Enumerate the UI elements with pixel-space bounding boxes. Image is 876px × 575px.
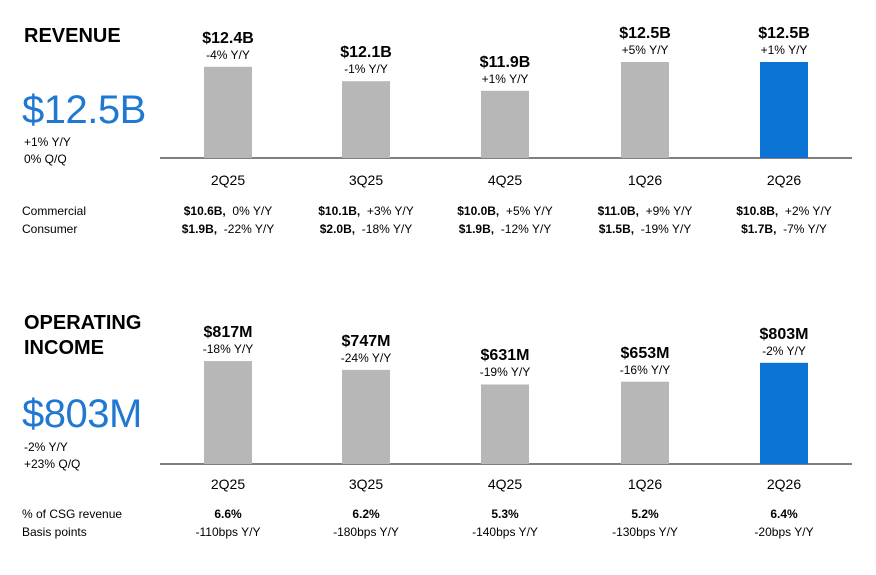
bar-change-label: -4% Y/Y <box>206 47 250 62</box>
x-tick-label: 4Q25 <box>487 172 523 188</box>
commercial-value-amount: $10.0B, <box>457 204 500 218</box>
consumer-value-amount: $1.9B, <box>181 222 218 236</box>
bar-value-label: $11.9B <box>479 53 531 71</box>
commercial-value-change: +9% Y/Y <box>638 204 693 218</box>
bar-change-label: -24% Y/Y <box>340 350 392 365</box>
bar-change-label: +5% Y/Y <box>621 43 669 57</box>
bar-3q25 <box>342 369 390 464</box>
bar-2q26 <box>760 362 808 464</box>
x-tick-label: 4Q25 <box>487 476 523 492</box>
x-tick-label: 2Q26 <box>766 476 802 492</box>
bar-value-label: $12.5B <box>758 25 810 42</box>
revenue-headline: $12.5B <box>22 88 146 132</box>
consumer-value-amount: $1.7B, <box>741 222 777 236</box>
x-tick-label: 2Q25 <box>210 172 246 188</box>
commercial-value: $10.1B, +3% Y/Y <box>296 204 436 218</box>
bar-2q25 <box>204 361 252 464</box>
pct-csg-value: 6.2% <box>352 507 380 521</box>
commercial-value: $11.0B, +9% Y/Y <box>575 204 715 218</box>
bps-value: -110bps Y/Y <box>195 525 261 539</box>
commercial-value-amount: $10.1B, <box>318 204 361 218</box>
operating-qq: +23% Q/Q <box>24 457 81 471</box>
pct-csg-value: 6.4% <box>770 507 798 521</box>
bar-change-label: -1% Y/Y <box>344 62 388 77</box>
x-tick-label: 2Q25 <box>210 476 246 492</box>
bps-label: Basis points <box>22 525 87 539</box>
bar-value-label: $817M <box>203 324 253 342</box>
revenue-qq: 0% Q/Q <box>24 152 67 166</box>
consumer-value-amount: $2.0B, <box>319 222 356 236</box>
bar-value-label: $803M <box>759 325 809 343</box>
bar-value-label: $747M <box>341 332 391 350</box>
bar-value-label: $653M <box>620 344 670 362</box>
operating-title-line1: OPERATING <box>24 312 142 334</box>
bar-change-label: -19% Y/Y <box>479 365 531 380</box>
bar-change-label: -2% Y/Y <box>762 343 806 358</box>
revenue-yy: +1% Y/Y <box>24 135 71 149</box>
commercial-label: Commercial <box>22 204 87 218</box>
bps-value: -130bps Y/Y <box>612 525 678 539</box>
bps-value: -20bps Y/Y <box>754 525 814 539</box>
commercial-value-amount: $10.8B, <box>736 204 779 218</box>
pct-csg-value: 5.2% <box>631 507 659 521</box>
consumer-label: Consumer <box>22 222 78 236</box>
x-tick-label: 3Q25 <box>348 476 384 492</box>
consumer-value: $2.0B, -18% Y/Y <box>296 222 436 236</box>
consumer-value-amount: $1.5B, <box>598 222 635 236</box>
consumer-value: $1.9B, -12% Y/Y <box>435 222 575 236</box>
commercial-value-change: +2% Y/Y <box>778 204 832 218</box>
bar-4q25 <box>481 90 529 158</box>
commercial-value-change: +3% Y/Y <box>360 204 414 218</box>
bar-change-label: +1% Y/Y <box>760 43 808 57</box>
bar-value-label: $631M <box>480 347 530 365</box>
commercial-value-amount: $10.6B, <box>183 204 226 218</box>
bar-change-label: +1% Y/Y <box>481 71 529 86</box>
bar-2q25 <box>204 66 252 158</box>
bar-change-label: -18% Y/Y <box>202 342 254 357</box>
bar-4q25 <box>481 384 529 464</box>
bar-1q26 <box>621 62 669 158</box>
operating-headline: $803M <box>22 392 142 436</box>
pct-csg-label: % of CSG revenue <box>22 507 123 521</box>
operating-title-line2: INCOME <box>24 337 104 359</box>
bar-value-label: $12.1B <box>340 44 392 62</box>
consumer-value: $1.7B, -7% Y/Y <box>714 222 854 236</box>
bps-value: -140bps Y/Y <box>472 525 538 539</box>
commercial-value-change: +5% Y/Y <box>499 204 553 218</box>
consumer-value-change: -19% Y/Y <box>634 222 692 236</box>
consumer-value-change: -18% Y/Y <box>355 222 413 236</box>
bar-value-label: $12.4B <box>202 29 254 47</box>
pct-csg-value: 6.6% <box>214 507 242 521</box>
commercial-value-change: 0% Y/Y <box>225 204 273 218</box>
commercial-value: $10.6B, 0% Y/Y <box>158 204 298 218</box>
commercial-value: $10.0B, +5% Y/Y <box>435 204 575 218</box>
bar-3q25 <box>342 81 390 158</box>
consumer-value: $1.9B, -22% Y/Y <box>158 222 298 236</box>
bar-value-label: $12.5B <box>619 25 671 42</box>
commercial-value: $10.8B, +2% Y/Y <box>714 204 854 218</box>
commercial-value-amount: $11.0B, <box>597 204 639 218</box>
revenue-title: REVENUE <box>24 25 121 47</box>
consumer-value-change: -12% Y/Y <box>494 222 552 236</box>
x-tick-label: 1Q26 <box>627 172 663 188</box>
bar-change-label: -16% Y/Y <box>619 362 671 377</box>
x-tick-label: 2Q26 <box>766 172 802 188</box>
consumer-value: $1.5B, -19% Y/Y <box>575 222 715 236</box>
bps-value: -180bps Y/Y <box>333 525 399 539</box>
pct-csg-value: 5.3% <box>491 507 519 521</box>
bar-2q26 <box>760 62 808 158</box>
consumer-value-amount: $1.9B, <box>458 222 495 236</box>
x-tick-label: 3Q25 <box>348 172 384 188</box>
x-tick-label: 1Q26 <box>627 476 663 492</box>
consumer-value-change: -22% Y/Y <box>217 222 275 236</box>
operating-yy: -2% Y/Y <box>24 440 68 454</box>
bar-1q26 <box>621 381 669 464</box>
consumer-value-change: -7% Y/Y <box>776 222 827 236</box>
